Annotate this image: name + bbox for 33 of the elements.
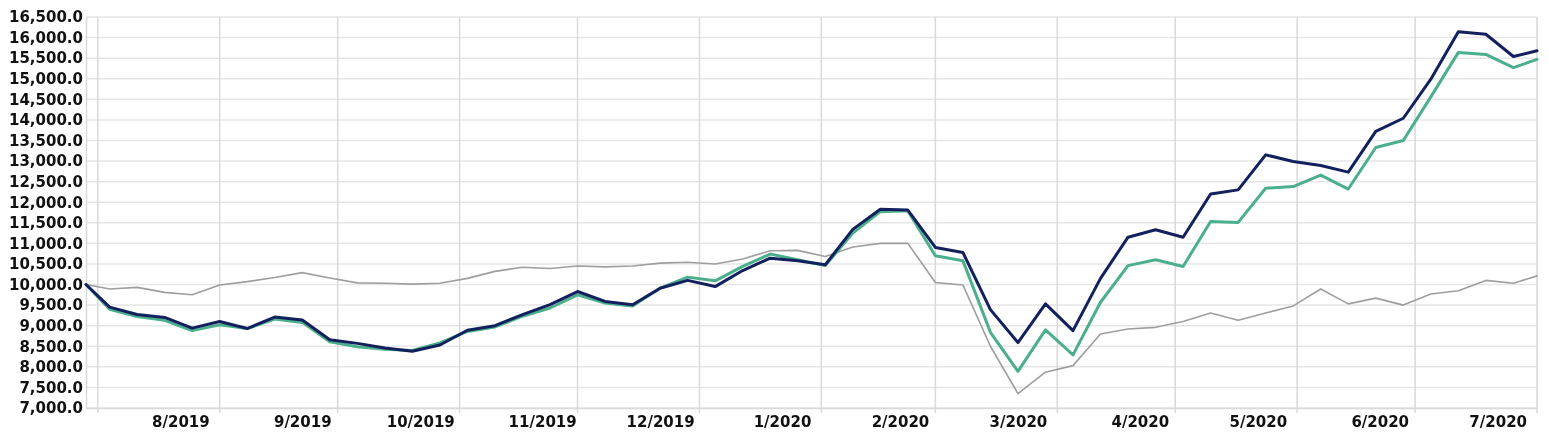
y-tick-label: 8,500.0 bbox=[19, 337, 83, 356]
y-tick-label: 12,500.0 bbox=[8, 172, 83, 191]
x-tick-label: 4/2020 bbox=[1111, 412, 1170, 431]
y-tick-label: 12,000.0 bbox=[8, 193, 83, 212]
x-tick-label: 1/2020 bbox=[753, 412, 812, 431]
y-tick-label: 10,500.0 bbox=[8, 255, 83, 274]
x-tick-label: 7/2020 bbox=[1469, 412, 1528, 431]
y-tick-label: 13,000.0 bbox=[8, 152, 83, 171]
line-series bbox=[85, 242, 1538, 395]
y-tick-label: 7,000.0 bbox=[19, 399, 83, 418]
x-tick-label: 8/2019 bbox=[152, 412, 210, 431]
y-tick-label: 9,500.0 bbox=[19, 296, 83, 315]
y-tick-label: 16,500.0 bbox=[8, 8, 83, 27]
y-tick-label: 11,000.0 bbox=[8, 234, 83, 253]
y-tick-label: 14,000.0 bbox=[8, 111, 83, 130]
x-tick-label: 9/2019 bbox=[273, 412, 332, 431]
y-tick-label: 16,000.0 bbox=[8, 28, 83, 47]
y-tick-label: 7,500.0 bbox=[19, 378, 83, 397]
y-tick-label: 10,000.0 bbox=[8, 275, 83, 294]
y-tick-label: 15,500.0 bbox=[8, 49, 83, 68]
y-tick-label: 14,500.0 bbox=[8, 90, 83, 109]
y-tick-label: 8,000.0 bbox=[19, 358, 83, 377]
x-tick-label: 11/2019 bbox=[508, 412, 577, 431]
x-tick-label: 6/2020 bbox=[1351, 412, 1410, 431]
y-tick-label: 11,500.0 bbox=[8, 214, 83, 233]
y-tick-label: 9,000.0 bbox=[19, 316, 83, 335]
y-tick-label: 13,500.0 bbox=[8, 131, 83, 150]
y-tick-label: 15,000.0 bbox=[8, 70, 83, 89]
x-tick-label: 5/2020 bbox=[1229, 412, 1288, 431]
x-tick-label: 10/2019 bbox=[386, 412, 455, 431]
x-tick-label: 12/2019 bbox=[626, 412, 695, 431]
x-tick-label: 2/2020 bbox=[871, 412, 930, 431]
x-tick-label: 3/2020 bbox=[989, 412, 1048, 431]
